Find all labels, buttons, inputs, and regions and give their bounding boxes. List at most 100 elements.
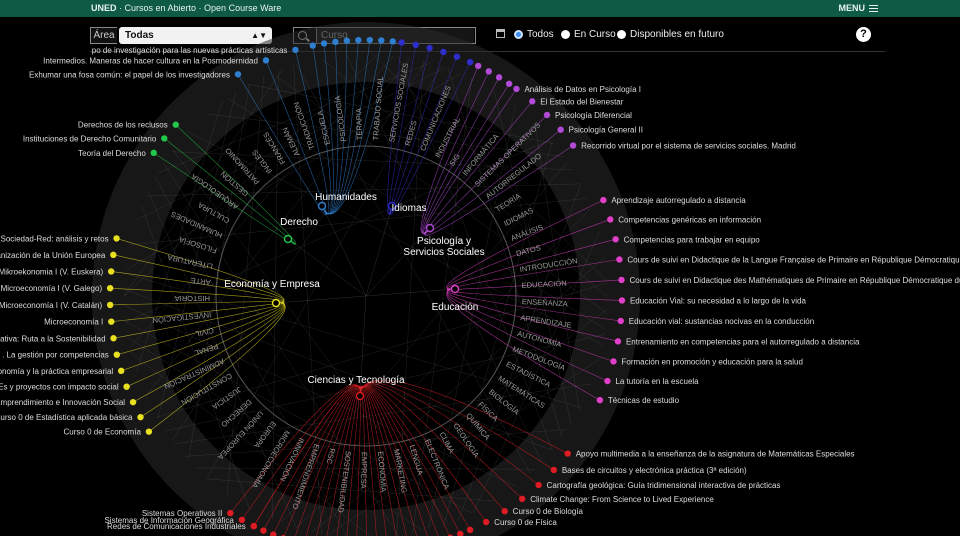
node-layer[interactable] [106, 36, 626, 536]
category-label[interactable]: Ciencias y Tecnología [307, 375, 405, 386]
course-node[interactable] [513, 85, 520, 93]
course-label[interactable]: Sistemas de Información Geográfica [104, 516, 234, 525]
course-node[interactable] [618, 297, 626, 304]
course-node[interactable] [250, 522, 257, 530]
course-node[interactable] [550, 466, 558, 474]
course-node[interactable] [569, 142, 577, 149]
site-brand[interactable]: UNED · Cursos en Abierto · Open Course W… [91, 3, 281, 13]
course-label[interactable]: Organización de la Unión Europea [0, 251, 106, 260]
course-node[interactable] [123, 383, 130, 390]
course-label[interactable]: Competencias genéricas en información [618, 215, 761, 224]
course-node[interactable] [529, 98, 536, 105]
course-label[interactable]: Cartografía geológica: Guía tridimension… [547, 481, 781, 490]
category-label[interactable]: Educación [432, 302, 479, 313]
course-node[interactable] [453, 53, 461, 60]
course-node[interactable] [137, 413, 144, 421]
course-node[interactable] [600, 196, 607, 204]
category-label[interactable]: Humanidades [315, 192, 377, 203]
course-label[interactable]: Análisis de Datos en Psicología I [524, 85, 641, 94]
course-node[interactable] [607, 216, 614, 223]
course-label[interactable]: Microeconomía I [44, 318, 103, 327]
category-node[interactable] [317, 201, 327, 211]
category-label[interactable]: Psicología y [417, 236, 471, 247]
category-node[interactable] [283, 234, 293, 244]
course-label[interactable]: Climate Change: From Science to Lived Ex… [530, 495, 714, 504]
help-icon[interactable]: ? [856, 27, 871, 42]
radio-todos[interactable]: Todos [514, 29, 554, 40]
course-label[interactable]: Instituciones de Derecho Comunitario [23, 134, 157, 143]
course-node[interactable] [172, 121, 179, 128]
course-node[interactable] [378, 37, 385, 44]
course-node[interactable] [398, 39, 405, 46]
course-node[interactable] [614, 338, 622, 345]
course-node[interactable] [535, 481, 542, 489]
course-label[interactable]: en la Sociedad-Red: análisis y retos [0, 234, 109, 243]
course-label[interactable]: Emprendimiento e Innovación Social [0, 398, 125, 407]
course-label[interactable]: Microeconomía I (V. Catalán) [0, 301, 102, 310]
course-node[interactable] [150, 149, 157, 157]
course-label[interactable]: Curso 0 de Economía [64, 428, 142, 437]
course-node[interactable] [543, 111, 551, 119]
course-node[interactable] [106, 284, 114, 292]
course-label[interactable]: Cours de suivi en Didactique des Mathéma… [629, 276, 960, 285]
course-node[interactable] [518, 495, 526, 503]
course-edge[interactable] [265, 60, 328, 215]
course-edge[interactable] [390, 62, 471, 215]
course-label[interactable]: Bases de circuitos y electrónica práctic… [562, 466, 747, 475]
course-node[interactable] [501, 507, 508, 515]
course-label[interactable]: Curso 0 de Física [494, 518, 557, 527]
category-label[interactable]: Derecho [280, 217, 318, 228]
course-node[interactable] [412, 41, 419, 49]
course-node[interactable] [389, 38, 396, 45]
course-node[interactable] [107, 268, 115, 275]
course-label[interactable]: Competencias para trabajar en equipo [624, 235, 761, 244]
course-node[interactable] [262, 57, 270, 64]
menu-button[interactable]: MENU [839, 3, 878, 13]
course-label[interactable]: Intermedios. Maneras de hacer cultura en… [43, 56, 258, 65]
course-label[interactable]: Formación en promoción y educación para … [622, 357, 803, 366]
category-node[interactable] [450, 284, 460, 294]
course-label[interactable]: La tutoría en la escuela [615, 377, 699, 386]
course-label[interactable]: Apoyo multimedia a la enseñanza de la as… [576, 450, 855, 459]
course-label[interactable]: Educación Vial: su necesidad a lo largo … [630, 296, 807, 305]
course-edge[interactable] [424, 145, 574, 236]
course-label[interactable]: Técnicas de estudio [608, 396, 680, 405]
category-node[interactable] [271, 298, 281, 308]
course-node[interactable] [238, 516, 246, 524]
course-node[interactable] [292, 46, 299, 54]
course-node[interactable] [108, 318, 115, 325]
radio-futuro[interactable]: Disponibles en futuro [617, 29, 724, 40]
course-edge[interactable] [446, 288, 601, 401]
course-node[interactable] [604, 377, 611, 385]
course-label[interactable]: orativa: Ruta a la Sostenibilidad [0, 334, 106, 343]
course-node[interactable] [117, 367, 125, 375]
course-label[interactable]: Psicología General II [569, 126, 643, 135]
course-node[interactable] [260, 527, 267, 534]
category-label-line2[interactable]: Servicios Sociales [403, 247, 484, 258]
course-node[interactable] [227, 509, 234, 517]
course-node[interactable] [612, 236, 619, 243]
course-node[interactable] [426, 44, 433, 52]
course-edge[interactable] [237, 74, 326, 216]
course-node[interactable] [505, 80, 513, 87]
course-node[interactable] [161, 135, 168, 142]
course-label[interactable]: Sistemas Operativos II [142, 509, 222, 518]
area-select[interactable]: Todas ▲▼ [119, 27, 272, 44]
course-label[interactable]: Curso 0 de Biología [513, 507, 584, 516]
course-label[interactable]: Curso 0 de Estadística aplicada básica [0, 413, 133, 422]
course-node[interactable] [440, 48, 447, 56]
course-edge[interactable] [446, 259, 620, 290]
course-label[interactable]: Derechos de los reclusos [78, 121, 168, 130]
course-node[interactable] [113, 351, 121, 358]
course-label[interactable]: Recorrido virtual por el sistema de serv… [581, 142, 796, 151]
course-label[interactable]: El Estado del Bienestar [540, 97, 623, 106]
category-label[interactable]: Economía y Empresa [224, 279, 320, 290]
course-node[interactable] [320, 40, 328, 47]
course-edge[interactable] [253, 385, 361, 527]
course-node[interactable] [106, 301, 114, 309]
category-label[interactable]: Idiomas [391, 203, 426, 214]
category-node[interactable] [425, 223, 435, 233]
course-label[interactable]: Cours de suivi en Didactique de la Langu… [627, 255, 960, 264]
course-label[interactable]: Entrenamiento en competencias para el au… [626, 337, 860, 346]
course-label[interactable]: conomía y la práctica empresarial [0, 367, 113, 376]
